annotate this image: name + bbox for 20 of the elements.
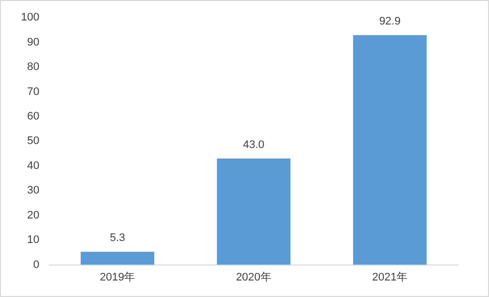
- y-tick-label: 50: [27, 135, 40, 148]
- y-tick-label: 20: [27, 209, 40, 222]
- x-tick-label: 2020年: [236, 271, 272, 284]
- bar: [353, 35, 427, 265]
- y-tick-label: 10: [27, 234, 40, 246]
- data-label: 43.0: [242, 139, 264, 152]
- y-tick-label: 100: [20, 12, 40, 24]
- data-label: 92.9: [379, 16, 401, 28]
- y-tick-label: 70: [27, 86, 40, 98]
- bar: [216, 158, 290, 265]
- y-tick-label: 80: [27, 61, 40, 74]
- y-tick-label: 90: [27, 36, 40, 48]
- x-tick-label: 2021年: [372, 271, 408, 284]
- x-tick-label: 2019年: [100, 271, 136, 284]
- bar: [80, 252, 154, 265]
- y-tick-label: 60: [27, 110, 40, 123]
- y-tick-label: 0: [33, 258, 40, 271]
- y-tick-label: 30: [27, 184, 40, 197]
- y-tick-label: 40: [27, 160, 40, 172]
- data-label: 5.3: [110, 232, 126, 244]
